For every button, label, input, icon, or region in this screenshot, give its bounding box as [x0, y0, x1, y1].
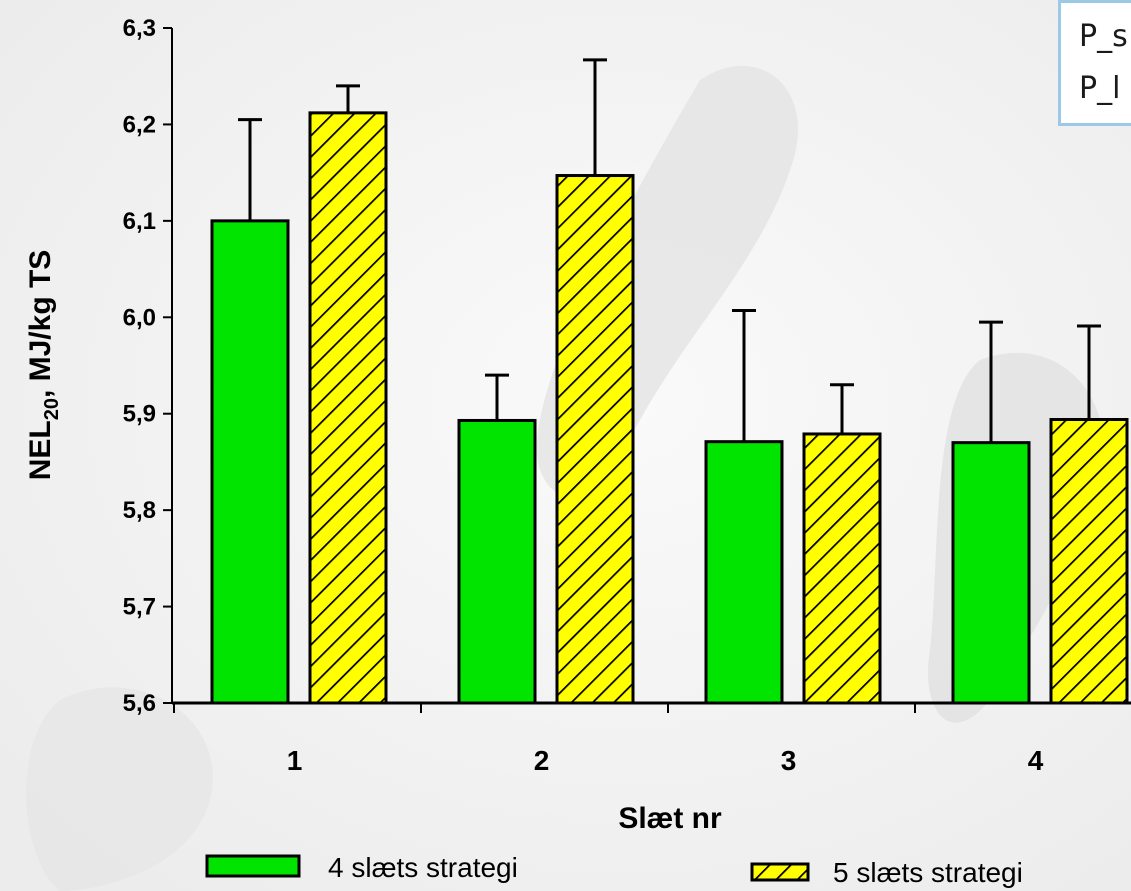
- legend-label-series-1: 4 slæts strategi: [328, 852, 518, 883]
- bar-series-1-cat-3: [704, 440, 784, 705]
- y-tick-label: 6,2: [123, 111, 156, 138]
- x-tick-label: 3: [781, 745, 797, 776]
- y-tick-label: 5,8: [123, 497, 156, 524]
- legend-label-series-2: 5 slæts strategi: [833, 857, 1023, 888]
- x-tick-label: 2: [534, 745, 550, 776]
- annotation-box: P_s P_l: [1058, 0, 1131, 126]
- legend-swatch-series-2: [750, 862, 810, 882]
- y-tick-label: 5,7: [123, 594, 156, 621]
- y-tick-label: 6,1: [123, 208, 156, 235]
- y-axis-title-main: NEL: [24, 420, 57, 480]
- x-axis-title: Slæt nr: [618, 802, 722, 835]
- annotation-line-2: P_l: [1079, 71, 1121, 106]
- bar-series-2-cat-2: [555, 174, 635, 705]
- y-tick-label: 6,0: [123, 304, 156, 331]
- y-axis-title: NEL20, MJ/kg TS: [24, 250, 63, 481]
- annotation-line-1: P_s: [1079, 19, 1128, 54]
- legend-swatch-series-1: [205, 854, 301, 878]
- bar-series-1-cat-4: [951, 441, 1031, 705]
- y-tick-label: 6,3: [123, 15, 156, 42]
- bar-series-2-cat-3: [802, 432, 882, 705]
- bar-series-2-cat-1: [308, 111, 388, 705]
- legend: 4 slæts strategi 5 slæts strategi: [205, 852, 1023, 888]
- y-tick-label: 5,6: [123, 690, 156, 717]
- x-tick-label: 1: [287, 745, 303, 776]
- bar-series-2-cat-4: [1049, 418, 1129, 705]
- y-tick-label: 5,9: [123, 401, 156, 428]
- x-tick-label: 4: [1028, 745, 1044, 776]
- bar-series-1-cat-2: [457, 418, 537, 705]
- y-axis-title-rest: , MJ/kg TS: [24, 250, 57, 398]
- y-axis-title-subscript: 20: [41, 398, 63, 420]
- bar-series-1-cat-1: [210, 219, 290, 705]
